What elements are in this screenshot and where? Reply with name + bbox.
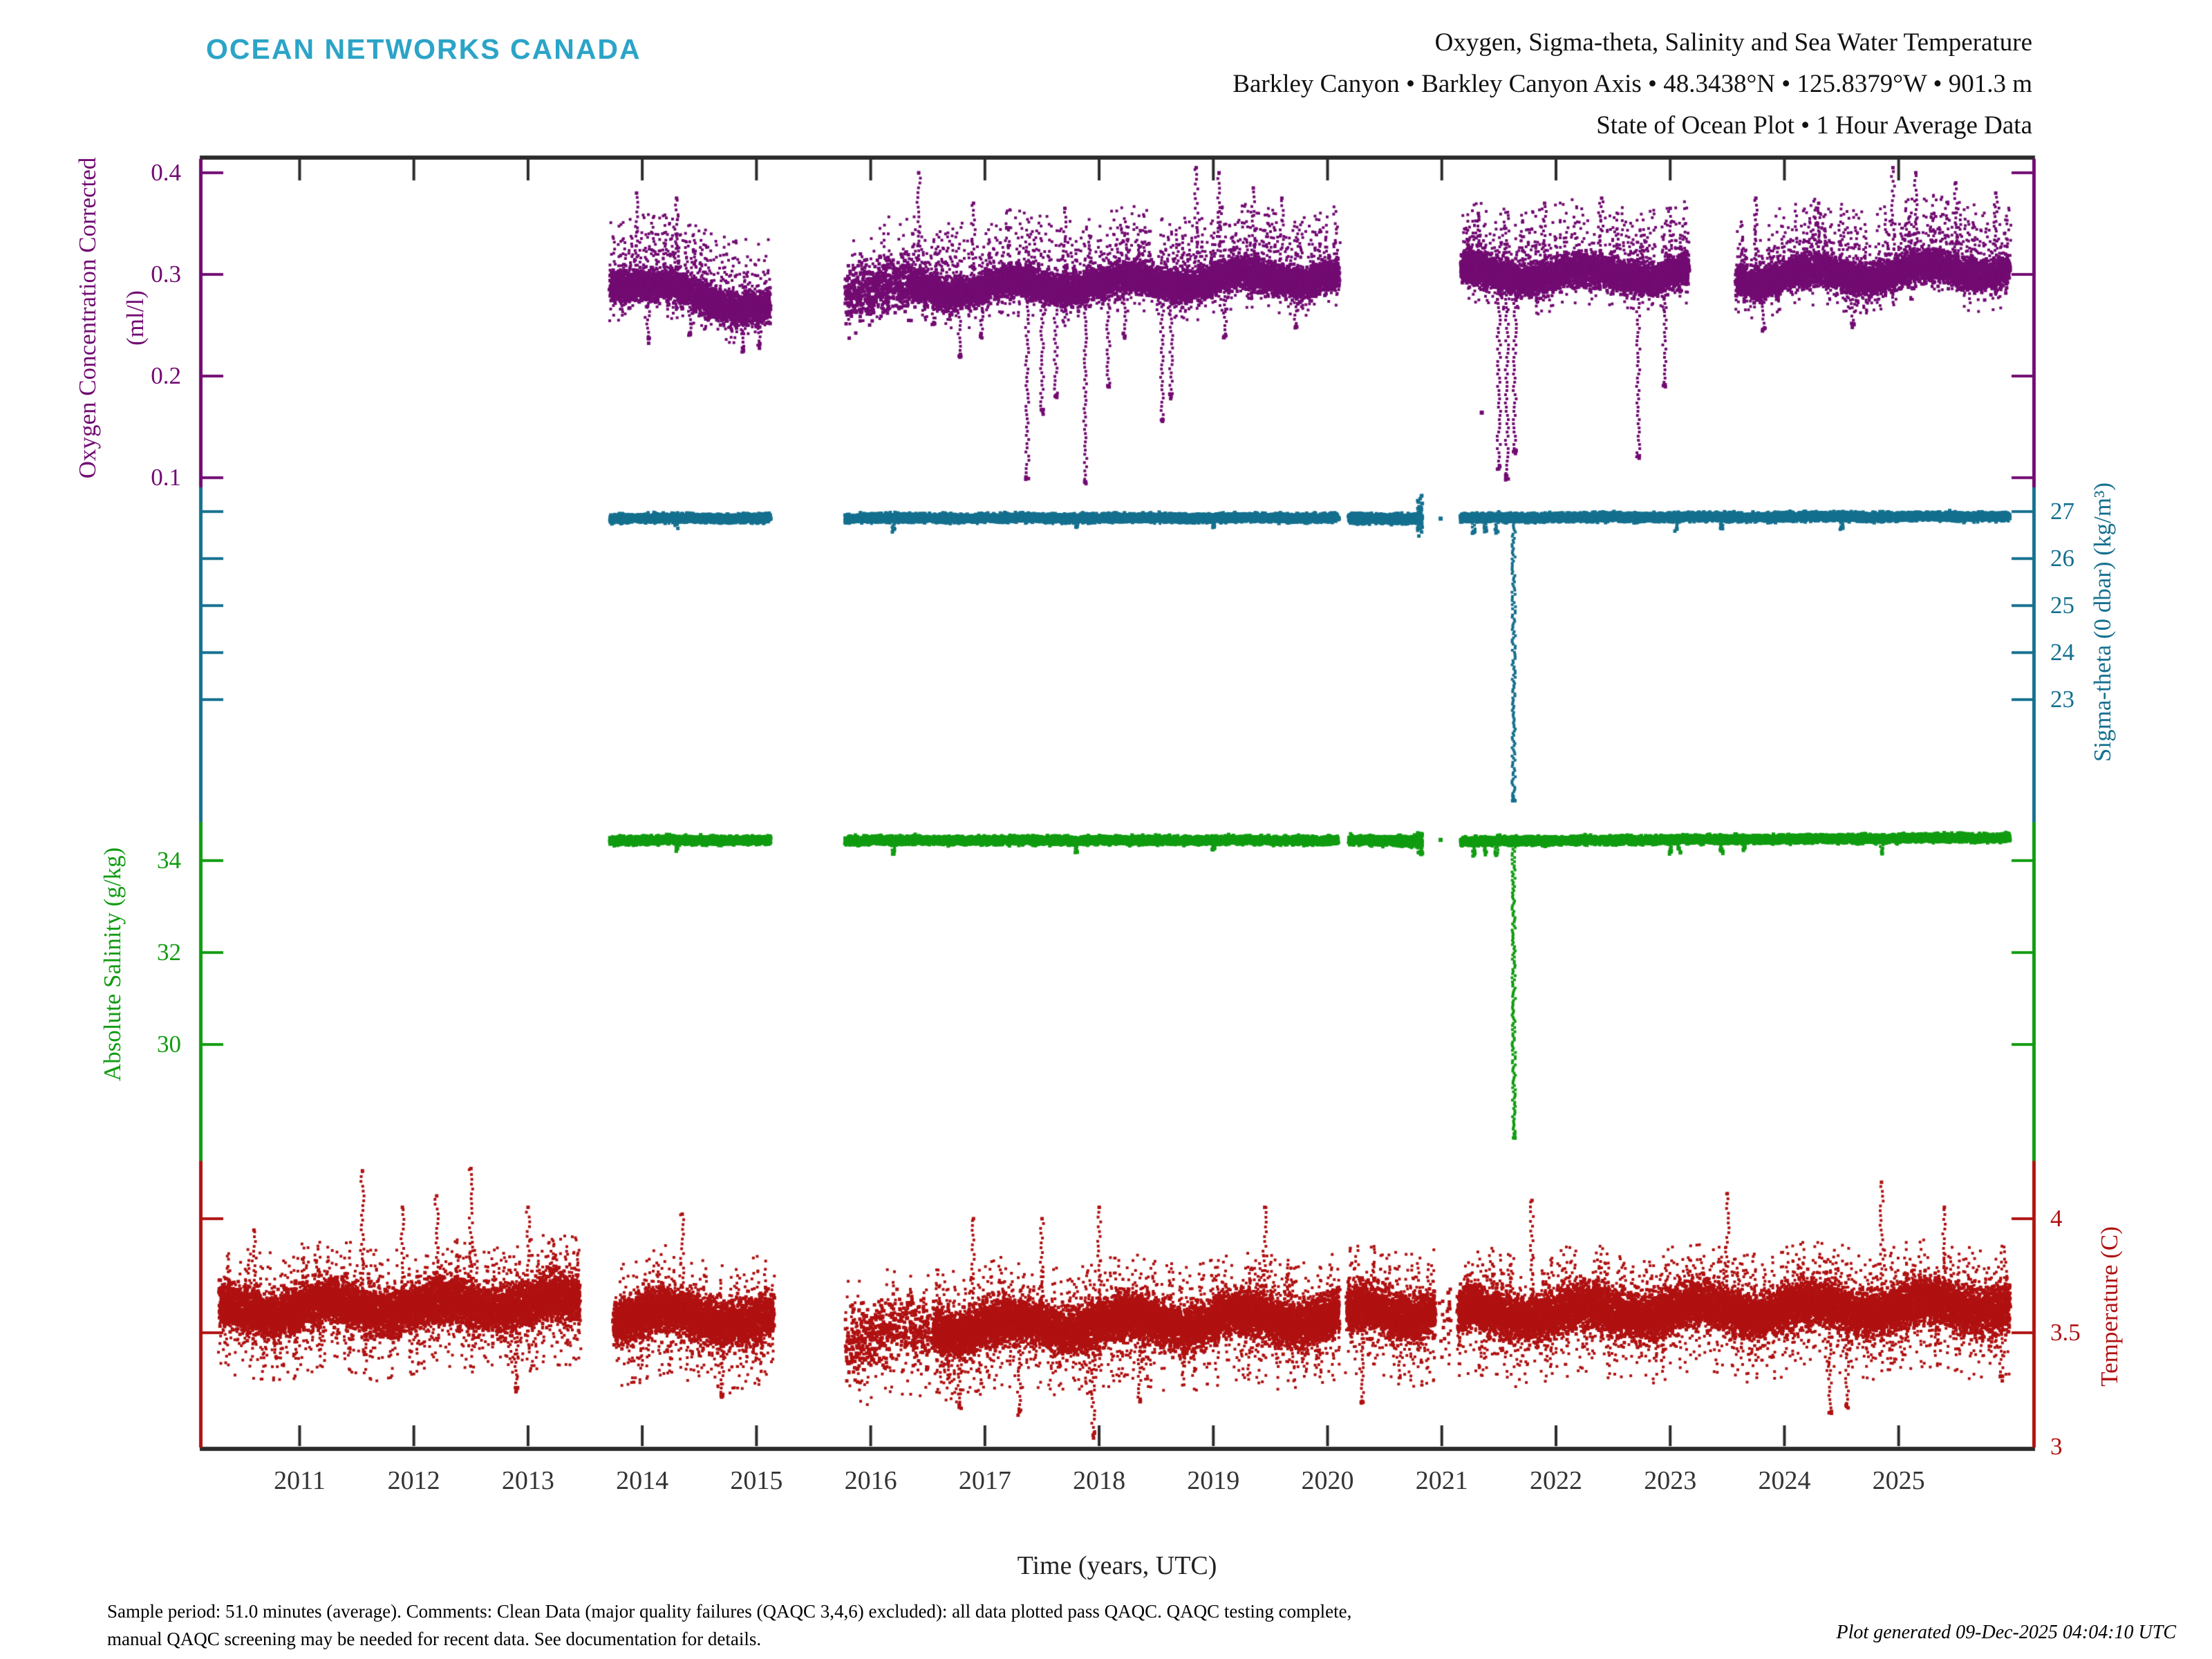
plot-subtitle-location: Barkley Canyon • Barkley Canyon Axis • 4… [1232, 70, 2032, 98]
x-axis-label: Time (years, UTC) [1017, 1551, 1217, 1580]
x-tick-label: 2018 [1073, 1466, 1126, 1495]
sigma_theta-tick-label: 24 [2050, 639, 2074, 666]
sigma_theta-tick-label: 27 [2050, 498, 2074, 525]
temperature-tick-label: 3.5 [2050, 1319, 2081, 1347]
onc-logo: OCEAN NETWORKS CANADA [206, 33, 641, 65]
footnote-line-1: Sample period: 51.0 minutes (average). C… [107, 1601, 1352, 1622]
salinity-tick-label: 32 [157, 938, 181, 966]
salinity-tick-label: 34 [157, 846, 181, 874]
oxygen-tick-label: 0.1 [151, 464, 181, 491]
temperature-tick-label: 3 [2050, 1433, 2063, 1460]
y-axis-label-oxygen-units: (ml/l) [122, 290, 149, 346]
x-tick-label: 2022 [1529, 1466, 1582, 1495]
x-tick-label: 2019 [1187, 1466, 1240, 1495]
oxygen-tick-label: 0.2 [151, 362, 181, 390]
x-tick-label: 2021 [1415, 1466, 1468, 1495]
plot-title: Oxygen, Sigma-theta, Salinity and Sea Wa… [1434, 28, 2032, 57]
x-tick-label: 2012 [387, 1466, 440, 1495]
sigma_theta-tick-label: 25 [2050, 592, 2074, 619]
sigma_theta-tick-label: 26 [2050, 545, 2074, 572]
x-tick-label: 2024 [1758, 1466, 1811, 1495]
x-tick-label: 2020 [1301, 1466, 1354, 1495]
salinity-tick-label: 30 [157, 1030, 181, 1058]
temperature-tick-label: 4 [2050, 1205, 2063, 1232]
x-tick-label: 2014 [616, 1466, 669, 1495]
y-axis-label-temperature: Temperature (C) [2096, 1226, 2123, 1387]
x-tick-label: 2023 [1644, 1466, 1697, 1495]
x-tick-label: 2011 [274, 1466, 326, 1495]
x-tick-label: 2015 [730, 1466, 783, 1495]
plot-generated-timestamp: Plot generated 09-Dec-2025 04:04:10 UTC [1836, 1622, 2176, 1643]
y-axis-label-oxygen: Oxygen Concentration Corrected [74, 157, 101, 479]
x-tick-label: 2013 [501, 1466, 554, 1495]
footnote-line-2: manual QAQC screening may be needed for … [107, 1629, 762, 1649]
x-tick-label: 2017 [958, 1466, 1011, 1495]
oxygen-tick-label: 0.4 [151, 158, 181, 186]
sigma_theta-tick-label: 23 [2050, 686, 2074, 713]
x-tick-label: 2025 [1872, 1466, 1925, 1495]
x-tick-label: 2016 [844, 1466, 897, 1495]
oxygen-tick-label: 0.3 [151, 260, 181, 288]
plot-subtitle-type: State of Ocean Plot • 1 Hour Average Dat… [1596, 111, 2032, 140]
